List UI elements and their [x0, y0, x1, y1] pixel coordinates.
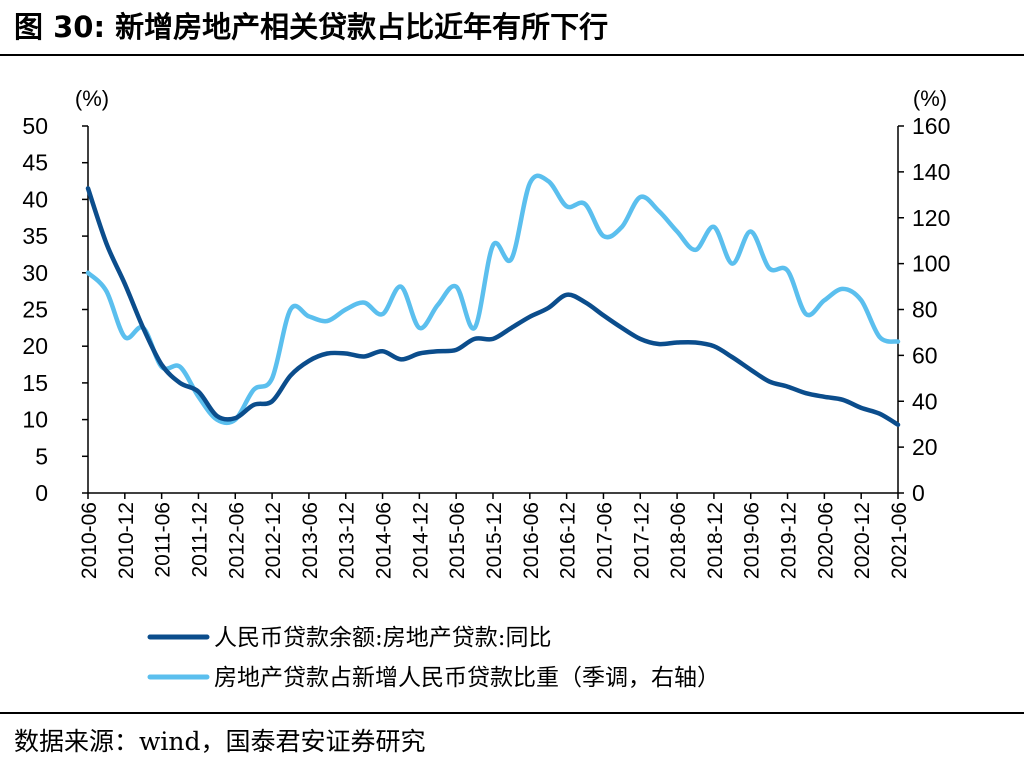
x-tick-label: 2020-12: [851, 502, 874, 579]
x-tick-label: 2010-06: [78, 502, 101, 579]
x-tick-label: 2015-12: [483, 502, 506, 579]
chart-lines: [85, 173, 901, 427]
x-tick-label: 2014-12: [409, 502, 432, 579]
right-tick-label: 40: [912, 388, 938, 414]
left-tick-label: 30: [22, 260, 48, 286]
left-tick-label: 40: [22, 186, 48, 212]
x-tick-label: 2020-06: [814, 502, 837, 579]
x-tick-label: 2013-06: [299, 502, 322, 579]
legend-item-new-loan-share-label: 房地产贷款占新增人民币贷款比重（季调，右轴）: [214, 665, 720, 691]
chart-axes: 0 5 10 15 20 25 30 35 40 45 50 0 20 40 60 80 100 120 140 16…: [22, 86, 950, 579]
x-tick-label: 2016-06: [520, 502, 543, 579]
footer-rule: [0, 712, 1024, 714]
left-tick-label: 35: [22, 223, 48, 249]
right-tick-label: 0: [912, 480, 925, 506]
x-tick-label: 2010-12: [115, 502, 138, 579]
x-tick-label: 2012-06: [225, 502, 248, 579]
x-tick-label: 2015-06: [446, 502, 469, 579]
series-line-loan-yoy: [85, 186, 901, 427]
left-tick-label: 0: [35, 480, 48, 506]
x-tick-label: 2012-12: [262, 502, 285, 579]
left-tick-label: 45: [22, 150, 48, 176]
x-tick-label: 2021-06: [888, 502, 911, 579]
x-tick-label: 2018-12: [704, 502, 727, 579]
left-axis-unit: (%): [75, 86, 109, 111]
line-chart: 0 5 10 15 20 25 30 35 40 45 50 0 20 40 60 80 100 120 140 16…: [22, 86, 950, 691]
x-tick-label: 2016-12: [557, 502, 580, 579]
right-tick-label: 140: [912, 159, 950, 185]
right-tick-label: 20: [912, 434, 938, 460]
right-tick-label: 80: [912, 297, 938, 323]
x-tick-label: 2013-12: [336, 502, 359, 579]
left-tick-label: 5: [35, 443, 48, 469]
legend-item-loan-yoy-label: 人民币贷款余额:房地产贷款:同比: [214, 625, 552, 651]
x-tick-label: 2011-06: [152, 502, 175, 578]
left-tick-label: 15: [22, 370, 48, 396]
right-tick-label: 60: [912, 342, 938, 368]
x-tick-label: 2017-06: [593, 502, 616, 579]
title-rule: [0, 54, 1024, 56]
left-tick-label: 20: [22, 333, 48, 359]
x-tick-label: 2019-06: [741, 502, 764, 579]
source-note: 数据来源：wind，国泰君安证券研究: [14, 727, 426, 756]
right-tick-label: 100: [912, 251, 950, 277]
right-tick-label: 160: [912, 113, 950, 139]
series-line-new-loan-share: [85, 173, 901, 426]
x-tick-label: 2014-06: [373, 502, 396, 579]
left-tick-label: 25: [22, 297, 48, 323]
x-tick-label: 2018-06: [667, 502, 690, 579]
right-tick-label: 120: [912, 205, 950, 231]
left-tick-label: 50: [22, 113, 48, 139]
right-axis-unit: (%): [913, 86, 947, 111]
figure-title: 图 30: 新增房地产相关贷款占比近年有所下行: [14, 10, 609, 44]
x-tick-label: 2011-12: [188, 502, 211, 578]
x-tick-label: 2019-12: [778, 502, 801, 579]
left-tick-label: 10: [22, 407, 48, 433]
x-tick-label: 2017-12: [630, 502, 653, 579]
